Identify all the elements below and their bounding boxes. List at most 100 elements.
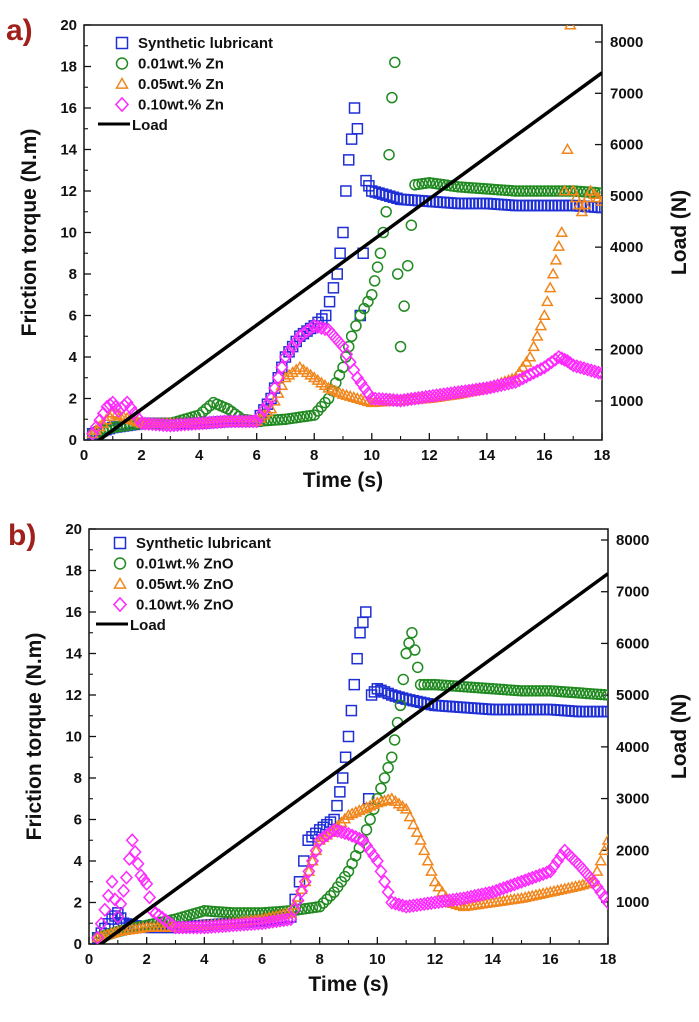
data-point (598, 844, 608, 856)
data-point (573, 360, 587, 375)
data-point (159, 913, 173, 928)
data-point (298, 875, 312, 887)
legend-marker (113, 557, 127, 570)
data-point (345, 704, 358, 717)
data-point (417, 896, 431, 912)
data-point (303, 902, 315, 914)
data-point (520, 355, 533, 367)
data-point (533, 887, 546, 899)
data-point (502, 184, 515, 197)
data-point (500, 879, 514, 895)
data-point (381, 885, 395, 900)
data-point (554, 848, 568, 863)
data-point (522, 685, 535, 697)
data-point (470, 182, 482, 194)
data-point (366, 185, 378, 197)
data-point (440, 386, 454, 401)
x-tick-label: 16 (542, 951, 559, 968)
y-tick-label: 2 (74, 895, 82, 912)
data-point (424, 895, 438, 911)
data-point (422, 698, 434, 710)
data-point (268, 381, 282, 396)
x-tick-label: 8 (315, 951, 323, 968)
data-point (488, 198, 500, 210)
data-point (447, 700, 459, 713)
data-point (566, 358, 580, 373)
data-point (96, 416, 109, 428)
data-point (519, 703, 531, 716)
data-point (490, 703, 503, 716)
data-point (354, 627, 366, 639)
data-point (515, 685, 528, 697)
data-point (407, 818, 420, 830)
data-point (432, 894, 446, 910)
data-point (460, 890, 474, 905)
legend-marker (113, 536, 127, 550)
data-point (349, 830, 363, 845)
data-point (451, 385, 465, 400)
data-point (455, 181, 468, 193)
data-point (404, 694, 416, 706)
data-point (481, 197, 493, 210)
data-point (425, 864, 438, 876)
data-point (531, 185, 543, 197)
data-point (527, 185, 540, 197)
data-point (491, 198, 504, 210)
data-point (569, 880, 582, 892)
data-point (302, 834, 314, 846)
y2-axis-label: Load (N) (668, 190, 691, 275)
data-point (414, 678, 427, 691)
y-tick-label: 2 (69, 391, 77, 408)
data-point (511, 875, 525, 891)
data-point (465, 681, 477, 693)
data-point (388, 734, 401, 746)
data-point (513, 199, 526, 212)
data-point (268, 414, 281, 426)
data-point (393, 691, 405, 703)
data-point (375, 684, 387, 697)
data-point (345, 133, 358, 145)
data-point (578, 198, 592, 210)
data-point (321, 893, 333, 906)
data-point (375, 782, 387, 795)
y2-tick-label: 8000 (616, 532, 649, 549)
data-point (484, 183, 497, 195)
data-point (94, 916, 108, 931)
y2-tick-label: 8000 (610, 34, 643, 51)
x-tick-label: 6 (252, 447, 260, 464)
data-point (86, 426, 100, 440)
data-point (569, 191, 583, 203)
data-point (466, 197, 479, 210)
data-point (385, 895, 399, 910)
data-point (378, 874, 392, 889)
data-point (445, 197, 457, 209)
data-point (537, 703, 549, 716)
data-point (295, 883, 309, 899)
data-point (426, 388, 440, 404)
data-point (381, 793, 395, 805)
load-line (97, 572, 608, 944)
legend: Synthetic lubricant 0.01wt.% Zn 0.05wt.% Z… (98, 35, 273, 134)
y-tick-label: 14 (60, 142, 77, 159)
data-point (535, 199, 547, 212)
data-point (397, 392, 411, 408)
data-point (260, 397, 274, 412)
data-point (536, 887, 550, 899)
data-point (437, 196, 450, 209)
data-point (409, 644, 421, 656)
data-point (327, 822, 341, 837)
data-point (119, 870, 134, 885)
data-point (125, 833, 139, 848)
data-point (558, 352, 572, 367)
data-point (309, 844, 323, 856)
data-point (91, 930, 105, 944)
y-tick-label: 10 (60, 225, 77, 242)
data-point (202, 905, 214, 917)
data-point (272, 414, 284, 426)
data-point (576, 862, 590, 877)
data-point (553, 185, 565, 197)
data-point (131, 856, 145, 871)
data-point (484, 197, 497, 210)
data-point (509, 199, 522, 212)
data-point (587, 688, 600, 700)
